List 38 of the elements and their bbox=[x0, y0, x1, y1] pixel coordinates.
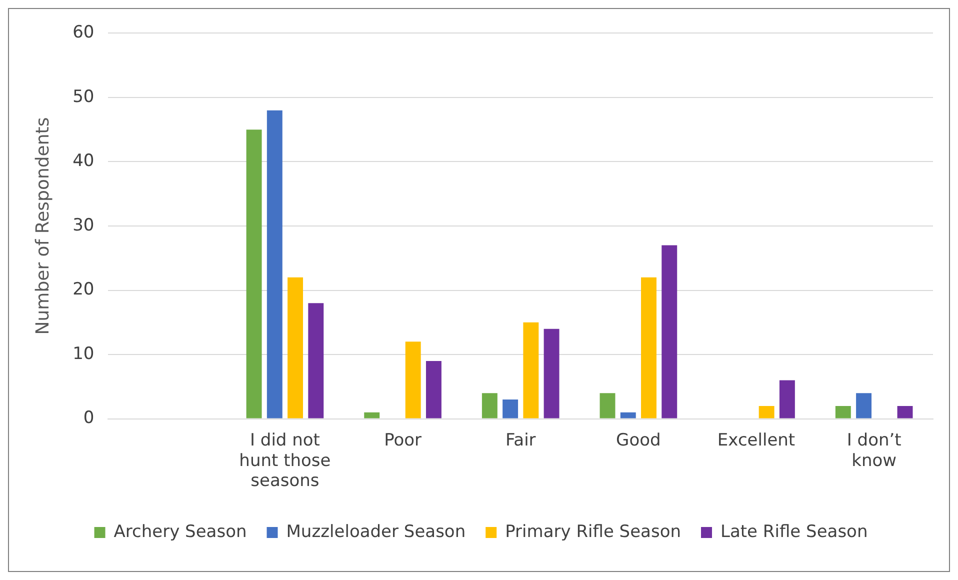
y-tick-label: 60 bbox=[72, 22, 94, 43]
bar bbox=[502, 400, 518, 418]
bar bbox=[856, 393, 872, 418]
bar bbox=[426, 360, 442, 418]
legend-label: Archery Season bbox=[114, 522, 247, 542]
bar bbox=[308, 303, 324, 418]
bar bbox=[266, 110, 282, 418]
bar bbox=[544, 328, 560, 418]
x-tick-label: I don’t know bbox=[846, 430, 902, 471]
bar bbox=[835, 406, 851, 418]
y-tick-label: 50 bbox=[72, 86, 94, 107]
bar bbox=[758, 406, 774, 418]
bar bbox=[662, 245, 678, 418]
bar bbox=[897, 406, 913, 418]
y-tick-label: 10 bbox=[72, 344, 94, 364]
bar bbox=[641, 277, 656, 418]
bar bbox=[523, 322, 539, 418]
legend-label: Late Rifle Season bbox=[720, 522, 868, 542]
bar bbox=[482, 393, 498, 418]
x-tick-label: Poor bbox=[384, 430, 422, 450]
x-tick-label: Fair bbox=[505, 430, 536, 450]
bar bbox=[600, 393, 616, 418]
x-tick-label: Excellent bbox=[717, 430, 796, 450]
bar bbox=[288, 277, 304, 418]
legend-label: Muzzleloader Season bbox=[286, 522, 466, 542]
legend-label: Primary Rifle Season bbox=[505, 522, 682, 542]
x-tick-label: Good bbox=[616, 430, 661, 450]
bar bbox=[620, 412, 636, 418]
bar bbox=[364, 412, 380, 418]
bar bbox=[246, 130, 262, 418]
y-tick-label: 20 bbox=[72, 280, 94, 300]
bar bbox=[779, 380, 795, 418]
y-tick-label: 30 bbox=[72, 215, 94, 236]
y-tick-label: 0 bbox=[83, 408, 94, 428]
bar bbox=[405, 342, 421, 418]
y-axis-title: Number of Respondents bbox=[32, 117, 54, 335]
y-tick-label: 40 bbox=[72, 151, 94, 172]
x-tick-label: I did not hunt those seasons bbox=[239, 430, 331, 492]
